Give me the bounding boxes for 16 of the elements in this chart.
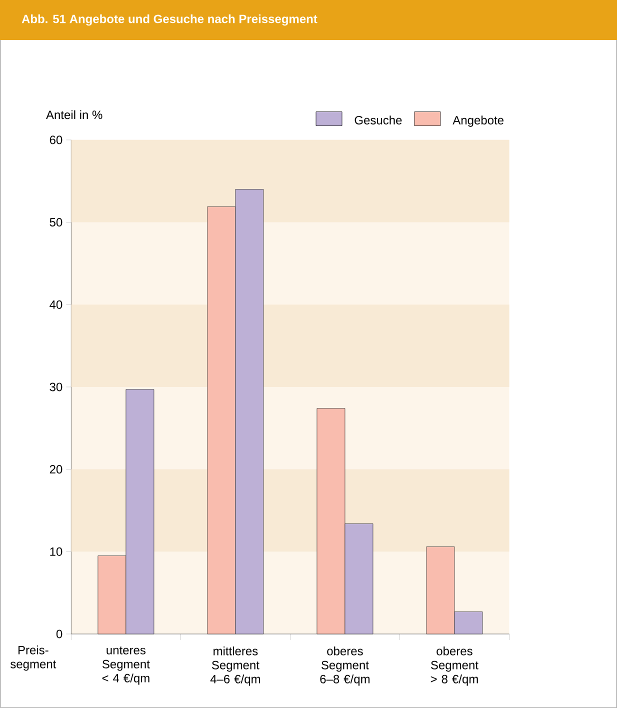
legend-label: Gesuche	[354, 116, 402, 124]
legend-label: Angebote	[452, 116, 504, 127]
x-tick-label: mittleres Segment 4–6 €/qm	[210, 646, 260, 686]
chart-title: Abb. 51 Angebote und Gesuche nach Preissegment	[22, 14, 318, 26]
y-axis-title: Anteil in %	[46, 110, 102, 120]
x-tick-label: unteres Segment < 4 €/qm	[102, 646, 150, 685]
x-tick-label: oberes Segment 6–8 €/qm	[320, 646, 370, 686]
y-tick-label: 0	[56, 630, 62, 638]
y-tick-label: 10	[50, 547, 62, 556]
x-tick-label: oberes Segment > 8 €/qm	[430, 646, 478, 686]
y-tick-label: 40	[50, 300, 62, 309]
y-tick-label: 60	[50, 136, 62, 144]
x-axis-title: Preis-segment	[10, 646, 56, 671]
y-tick-label: 50	[50, 218, 62, 227]
y-tick-label: 20	[50, 465, 62, 474]
y-tick-label: 30	[50, 382, 62, 392]
